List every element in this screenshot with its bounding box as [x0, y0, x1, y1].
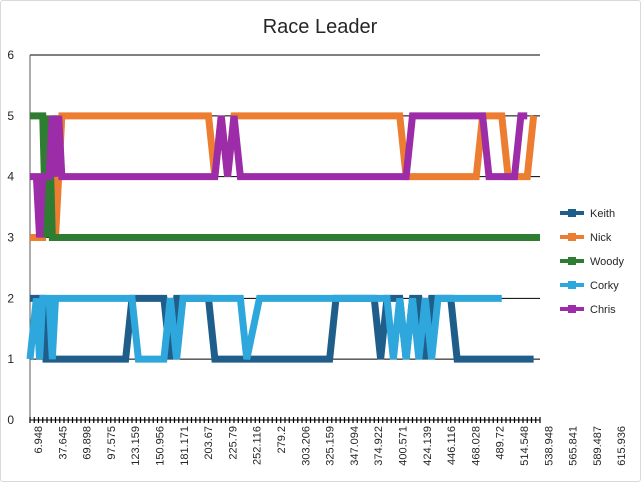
legend-nick-label: Nick: [590, 232, 612, 244]
x-tick-label: 538.948: [543, 426, 555, 466]
y-tick-label: 5: [7, 109, 14, 123]
x-tick-label: 615.936: [616, 426, 628, 466]
x-tick-label: 37.645: [57, 426, 69, 460]
series-keith-line: [30, 294, 534, 363]
legend: Keith Nick Woody Corky Chris: [560, 208, 625, 316]
x-tick-label: 325.159: [325, 426, 337, 466]
y-tick-label: 1: [7, 352, 14, 366]
y-tick-label: 0: [7, 413, 14, 427]
x-tick-label: 446.116: [446, 426, 458, 465]
legend-keith-label: Keith: [590, 208, 615, 220]
x-tick-label: 589.487: [592, 426, 604, 466]
legend-corky-marker: [568, 281, 576, 289]
x-tick-label: 97.575: [106, 426, 118, 460]
legend-woody-marker: [568, 257, 576, 265]
x-tick-label: 181.171: [179, 426, 191, 466]
x-tick-label: 400.571: [398, 426, 410, 466]
legend-chris-marker: [568, 305, 576, 313]
y-tick-labels: 0 1 2 3 4 5 6: [7, 48, 14, 427]
x-tick-labels: 6.948 37.645 69.898 97.575 123.159 150.956 181…: [33, 426, 641, 466]
chart-title: Race Leader: [263, 16, 378, 38]
x-tick-label: 225.79: [227, 426, 239, 460]
series-layer: [26, 112, 540, 363]
x-tick-label: 6.948: [33, 426, 45, 454]
legend-woody-label: Woody: [590, 256, 625, 268]
legend-corky-label: Corky: [590, 280, 619, 292]
y-tick-label: 2: [7, 291, 14, 305]
legend-keith-marker: [568, 209, 576, 217]
x-tick-label: 150.956: [155, 426, 167, 466]
legend-nick-marker: [568, 233, 576, 241]
x-tick-label: 123.159: [130, 426, 142, 466]
y-tick-label: 4: [7, 170, 14, 184]
legend-chris-label: Chris: [590, 304, 616, 316]
x-tick-label: 489.72: [495, 426, 507, 460]
x-tick-label: 303.206: [300, 426, 312, 466]
y-tick-label: 6: [7, 48, 14, 62]
x-tick-label: 347.094: [349, 426, 361, 466]
x-tick-label: 468.028: [470, 426, 482, 466]
series-corky-line: [26, 294, 502, 363]
x-tick-label: 565.841: [568, 426, 580, 466]
x-tick-label: 514.548: [519, 426, 531, 466]
x-tick-label: 374.922: [373, 426, 385, 466]
x-tick-label: 69.898: [82, 426, 94, 460]
series-chris-line: [30, 112, 528, 238]
x-tick-label: 252.116: [252, 426, 264, 465]
x-tick-label: 279.2: [276, 426, 288, 454]
x-tick-label: 424.139: [422, 426, 434, 466]
x-tick-label: 203.67: [203, 426, 215, 460]
y-tick-label: 3: [7, 231, 14, 245]
